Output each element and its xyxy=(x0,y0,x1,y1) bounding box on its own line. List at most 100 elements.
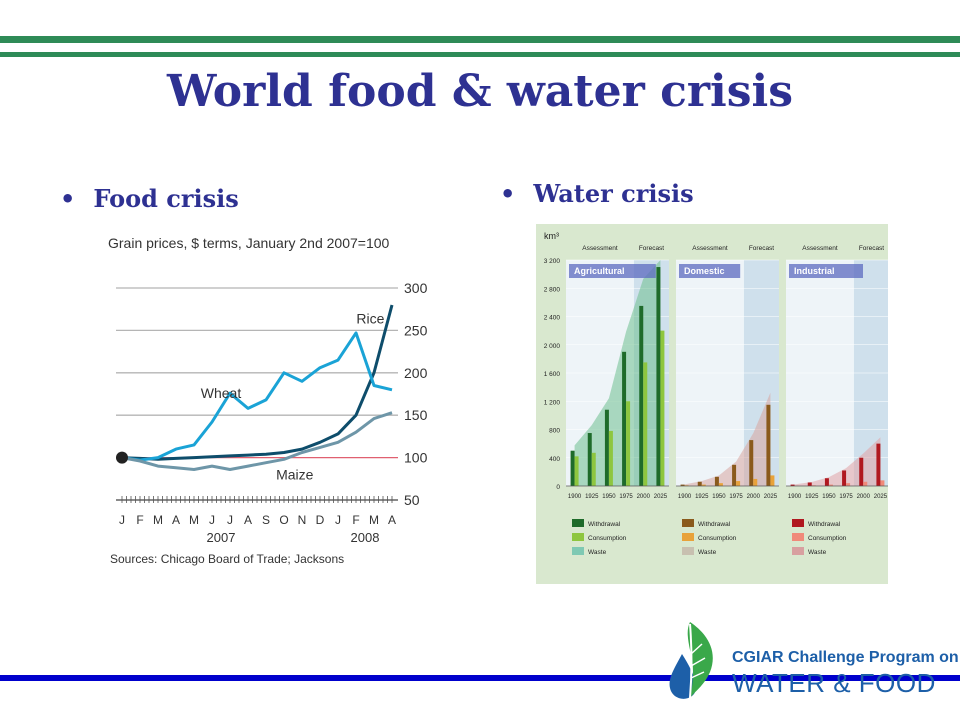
cgiar-logo: CGIAR Challenge Program on WATER & FOOD xyxy=(660,614,960,704)
bar-consumption xyxy=(880,480,885,486)
series-label-wheat: Wheat xyxy=(201,385,242,401)
bar-consumption xyxy=(643,362,648,486)
x-tick-label: F xyxy=(352,513,359,527)
panel-label: Agricultural xyxy=(574,266,625,276)
x-tick-label: 1900 xyxy=(678,494,692,500)
x-tick-label: 1900 xyxy=(568,494,582,500)
x-tick-label: J xyxy=(119,513,125,527)
x-tick-label: M xyxy=(153,513,163,527)
period-label-assessment: Assessment xyxy=(802,245,838,252)
period-label-forecast: Forecast xyxy=(859,245,884,252)
period-label-assessment: Assessment xyxy=(582,245,618,252)
y-tick-label: 50 xyxy=(404,492,420,508)
bar-withdrawal xyxy=(639,305,644,486)
legend-swatch xyxy=(572,533,584,541)
bar-withdrawal xyxy=(622,351,627,486)
y-tick-label: 400 xyxy=(549,456,560,463)
water-withdrawal-chart-svg: km³ 0 400 800 1 200 1 600 2 000 2 400 2 800 3 200… xyxy=(536,224,889,584)
x-tick-label: 2025 xyxy=(654,494,668,500)
legend-label: Waste xyxy=(808,549,827,556)
bar-consumption xyxy=(863,481,868,486)
y-tick-label: 1 600 xyxy=(544,371,561,378)
x-tick-label: 2025 xyxy=(874,494,888,500)
x-tick-label: A xyxy=(172,513,180,527)
legend-swatch xyxy=(792,547,804,555)
chart-source: Sources: Chicago Board of Trade; Jackson… xyxy=(110,552,344,566)
bar-withdrawal xyxy=(824,478,829,486)
chart-background xyxy=(106,228,452,580)
y-tick-label: 800 xyxy=(549,428,560,435)
envelope-area xyxy=(794,437,881,486)
legend-swatch xyxy=(792,519,804,527)
legend-label: Consumption xyxy=(808,535,847,542)
legend-swatch xyxy=(572,519,584,527)
water-drop-leaf-icon xyxy=(669,622,713,699)
x-tick-label: 1925 xyxy=(695,494,709,500)
legend-swatch xyxy=(572,547,584,555)
bar-consumption xyxy=(736,481,741,486)
legend-label: Consumption xyxy=(698,535,737,542)
logo-line-2: WATER & FOOD xyxy=(732,668,936,698)
y-tick-label: 0 xyxy=(556,484,560,491)
envelope-area xyxy=(574,260,661,486)
x-tick-label: J xyxy=(209,513,215,527)
logo-line-1: CGIAR Challenge Program on xyxy=(732,649,959,666)
bar-withdrawal xyxy=(842,470,847,486)
legend-swatch xyxy=(682,519,694,527)
x-tick-label: M xyxy=(189,513,199,527)
bar-withdrawal xyxy=(587,433,592,486)
bar-withdrawal xyxy=(697,481,702,486)
series-origin-point xyxy=(116,451,128,464)
x-tick-label: O xyxy=(279,513,288,527)
panel-label: Industrial xyxy=(794,266,835,276)
y-tick-label: 2 000 xyxy=(544,343,561,350)
series-line-maize xyxy=(121,411,393,471)
legend-swatch xyxy=(792,533,804,541)
bar-consumption xyxy=(753,478,758,486)
x-tick-label: 1975 xyxy=(839,494,853,500)
year-label: 2007 xyxy=(207,530,236,545)
y-tick-label: 150 xyxy=(404,407,428,423)
bar-withdrawal xyxy=(656,267,661,486)
series-line-wheat xyxy=(121,331,393,462)
y-tick-label: 1 200 xyxy=(544,399,561,406)
x-tick-label: 1925 xyxy=(585,494,599,500)
y-tick-label: 2 800 xyxy=(544,286,561,293)
period-label-assessment: Assessment xyxy=(692,245,728,252)
x-tick-label: 1975 xyxy=(729,494,743,500)
bar-consumption xyxy=(770,475,775,486)
chart-title: Grain prices, $ terms, January 2nd 2007=… xyxy=(108,235,390,251)
y-tick-label: 200 xyxy=(404,365,428,381)
bar-consumption xyxy=(574,456,579,486)
legend-label: Waste xyxy=(698,549,717,556)
bar-withdrawal xyxy=(604,409,609,486)
legend-label: Waste xyxy=(588,549,607,556)
bar-withdrawal xyxy=(714,476,719,486)
x-tick-label: J xyxy=(335,513,341,527)
y-axis-label: km³ xyxy=(544,231,559,241)
x-tick-label: 1900 xyxy=(788,494,802,500)
bullet-label: Water crisis xyxy=(533,179,694,208)
legend-label: Consumption xyxy=(588,535,627,542)
x-tick-label: J xyxy=(227,513,233,527)
x-tick-label: 2025 xyxy=(764,494,778,500)
bar-withdrawal xyxy=(876,443,881,486)
bar-consumption xyxy=(660,330,665,486)
bar-consumption xyxy=(626,401,631,486)
bar-withdrawal xyxy=(766,404,771,486)
bar-consumption xyxy=(591,452,596,486)
series-label-maize: Maize xyxy=(276,467,314,483)
bar-withdrawal xyxy=(790,484,795,486)
legend-swatch xyxy=(682,547,694,555)
top-rule-1 xyxy=(0,36,960,43)
legend-label: Withdrawal xyxy=(808,521,841,528)
period-label-forecast: Forecast xyxy=(749,245,774,252)
bar-consumption xyxy=(608,430,613,486)
series-label-rice: Rice xyxy=(356,311,384,327)
slide-title: World food & water crisis xyxy=(166,66,794,117)
x-tick-label: A xyxy=(388,513,396,527)
year-label: 2008 xyxy=(351,530,380,545)
bar-withdrawal xyxy=(732,464,737,486)
panel-label-bg xyxy=(569,264,656,278)
top-rule-2 xyxy=(0,52,960,57)
